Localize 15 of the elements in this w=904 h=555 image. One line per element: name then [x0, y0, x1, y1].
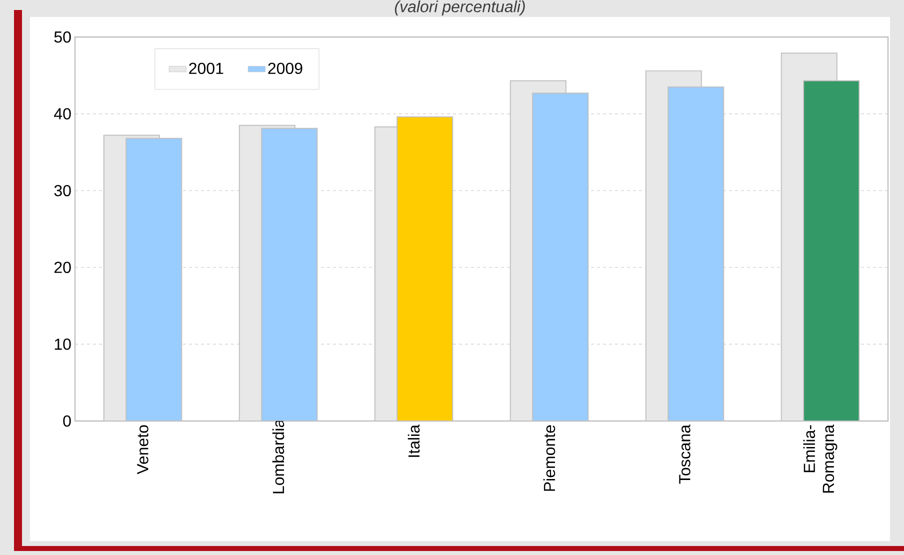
chart-subtitle: (valori percentuali) [394, 0, 525, 16]
y-tick-label: 20 [54, 262, 71, 274]
y-tick-label: 30 [54, 184, 71, 196]
legend-label: 2001 [189, 62, 224, 74]
y-tick-label: 50 [54, 31, 71, 43]
y-tick-label: 0 [63, 415, 71, 427]
x-tick-label: Veneto [137, 425, 148, 474]
x-tick-label: Toscana [679, 424, 690, 484]
x-tick-label: Piemonte [543, 425, 556, 491]
x-tick-label: Italia [408, 424, 420, 457]
y-tick-label: 10 [54, 338, 71, 350]
y-tick-label: 40 [54, 108, 71, 120]
x-tick-label: Lombardia [272, 418, 284, 494]
legend-label: 2009 [268, 62, 302, 74]
x-tick-label: Emilia-Romagna [803, 424, 838, 493]
